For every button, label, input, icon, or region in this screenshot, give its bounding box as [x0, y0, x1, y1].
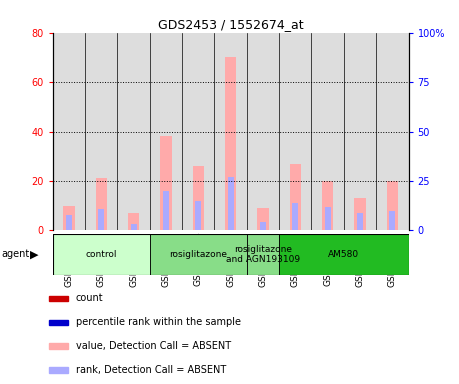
Text: control: control [85, 250, 117, 259]
Text: percentile rank within the sample: percentile rank within the sample [76, 317, 241, 327]
Bar [312, 33, 344, 230]
Bar [118, 33, 150, 230]
Bar [196, 201, 201, 230]
Bar [63, 206, 75, 230]
Text: rosiglitazone: rosiglitazone [169, 250, 227, 259]
Bar [50, 296, 67, 301]
Bar [325, 207, 330, 230]
Bar [389, 210, 395, 230]
Bar [53, 33, 85, 230]
Bar [257, 208, 269, 230]
Bar [290, 164, 301, 230]
Text: agent: agent [1, 249, 29, 259]
Bar [354, 198, 366, 230]
Text: rosiglitazone
and AGN193109: rosiglitazone and AGN193109 [226, 245, 300, 264]
Bar [163, 191, 169, 230]
Bar [131, 225, 136, 230]
Bar [50, 343, 67, 349]
Bar [247, 234, 279, 275]
Text: AM580: AM580 [328, 250, 359, 259]
Bar [357, 213, 363, 230]
Text: rank, Detection Call = ABSENT: rank, Detection Call = ABSENT [76, 365, 226, 375]
Bar [386, 181, 398, 230]
Bar [53, 234, 150, 275]
Bar [160, 136, 172, 230]
Text: ▶: ▶ [30, 249, 39, 259]
Bar [292, 203, 298, 230]
Bar [98, 209, 104, 230]
Text: count: count [76, 293, 103, 303]
Bar [95, 179, 107, 230]
Bar [150, 234, 247, 275]
Title: GDS2453 / 1552674_at: GDS2453 / 1552674_at [158, 18, 303, 31]
Bar [376, 33, 409, 230]
Bar [66, 215, 72, 230]
Bar [50, 319, 67, 325]
Bar [225, 57, 236, 230]
Bar [279, 33, 312, 230]
Bar [193, 166, 204, 230]
Bar [85, 33, 118, 230]
Text: value, Detection Call = ABSENT: value, Detection Call = ABSENT [76, 341, 231, 351]
Bar [228, 177, 234, 230]
Bar [214, 33, 247, 230]
Bar [279, 234, 409, 275]
Bar [247, 33, 279, 230]
Bar [128, 213, 139, 230]
Bar [322, 181, 333, 230]
Bar [260, 222, 266, 230]
Bar [50, 367, 67, 373]
Bar [344, 33, 376, 230]
Bar [182, 33, 214, 230]
Bar [150, 33, 182, 230]
